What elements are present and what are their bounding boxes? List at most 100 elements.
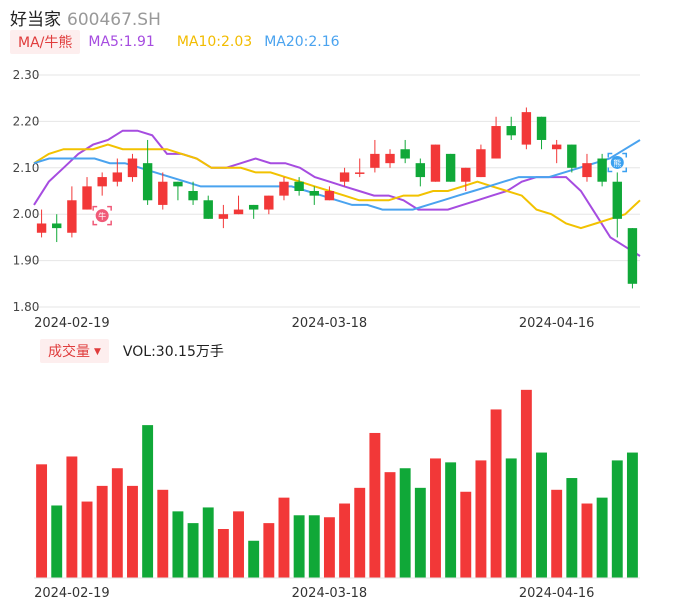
candle-body bbox=[355, 172, 365, 174]
volume-bar bbox=[323, 517, 335, 578]
volume-bar bbox=[142, 425, 154, 578]
ma20-value: MA20:2.16 bbox=[264, 34, 340, 50]
volume-bar bbox=[217, 529, 229, 578]
volume-bar bbox=[202, 507, 214, 578]
candle-body bbox=[127, 158, 138, 178]
stock-name: 好当家 bbox=[10, 10, 61, 30]
x-tick-label: 2024-04-16 bbox=[519, 316, 595, 331]
volume-bar bbox=[445, 462, 457, 578]
volume-bar bbox=[36, 464, 48, 578]
candle-body bbox=[203, 200, 213, 219]
candle-body bbox=[430, 144, 441, 182]
y-tick-label: 1.80 bbox=[13, 300, 40, 314]
candle-body bbox=[536, 116, 547, 140]
volume-bar bbox=[172, 511, 184, 578]
volume-bar bbox=[414, 487, 426, 578]
x-tick-label: 2024-02-19 bbox=[34, 316, 110, 331]
volume-bar bbox=[339, 503, 351, 578]
candle-body bbox=[400, 149, 410, 159]
stock-header: 好当家 600467.SH bbox=[10, 5, 161, 30]
bull-marker-icon bbox=[95, 209, 109, 223]
candle-body bbox=[173, 181, 183, 187]
candle-body bbox=[567, 144, 577, 168]
dropdown-arrow-icon: ▼ bbox=[94, 347, 101, 357]
bear-marker-label: 熊 bbox=[613, 158, 621, 168]
ma5-value: MA5:1.91 bbox=[88, 34, 155, 50]
y-tick-label: 1.90 bbox=[13, 254, 40, 268]
candle-body bbox=[612, 181, 622, 219]
candle-body bbox=[82, 186, 92, 210]
candle-body bbox=[627, 228, 638, 284]
candle-body bbox=[233, 209, 244, 215]
volume-bar bbox=[81, 501, 93, 578]
candle-body bbox=[551, 144, 562, 150]
ma10-line bbox=[33, 143, 641, 230]
candle-body bbox=[264, 195, 274, 210]
volume-bar bbox=[566, 478, 578, 578]
volume-bar bbox=[278, 497, 290, 578]
volume-bar bbox=[263, 523, 275, 578]
volume-indicator-label: 成交量 bbox=[48, 344, 90, 360]
volume-x-tick-label: 2024-02-19 bbox=[34, 586, 110, 601]
y-tick-label: 2.10 bbox=[13, 161, 40, 175]
volume-bar bbox=[536, 452, 547, 578]
volume-bar bbox=[233, 511, 244, 578]
volume-bar bbox=[475, 460, 487, 578]
candle-body bbox=[521, 112, 532, 145]
volume-bar bbox=[520, 389, 532, 578]
bull-marker-label: 牛 bbox=[98, 211, 106, 221]
volume-bar bbox=[384, 472, 396, 578]
volume-bar bbox=[157, 489, 169, 578]
volume-bar bbox=[581, 503, 593, 578]
volume-bar bbox=[111, 468, 123, 578]
candle-body bbox=[52, 223, 62, 229]
volume-x-tick-label: 2024-03-18 bbox=[292, 586, 368, 601]
candle-body bbox=[309, 191, 319, 196]
volume-value: VOL:30.15万手 bbox=[122, 344, 224, 360]
candle-body bbox=[385, 153, 395, 164]
ma10-value: MA10:2.03 bbox=[176, 34, 253, 50]
volume-bar bbox=[611, 460, 623, 578]
y-tick-label: 2.20 bbox=[13, 114, 40, 128]
candle-body bbox=[279, 181, 289, 196]
candle-body bbox=[339, 172, 350, 182]
volume-bar bbox=[369, 432, 381, 578]
stock-code: 600467.SH bbox=[67, 10, 161, 30]
candle-body bbox=[415, 163, 426, 178]
volume-indicator-dropdown[interactable]: 成交量 ▼ bbox=[40, 339, 109, 363]
volume-bar bbox=[248, 540, 260, 578]
volume-bar bbox=[293, 515, 305, 578]
candle-body bbox=[188, 191, 198, 201]
volume-x-tick-label: 2024-04-16 bbox=[519, 586, 595, 601]
volume-bar bbox=[51, 505, 63, 578]
candle-body bbox=[506, 126, 516, 136]
volume-bar bbox=[399, 468, 411, 578]
candle-body bbox=[294, 181, 304, 191]
ma-indicator-tab[interactable]: MA/牛熊 bbox=[10, 30, 81, 54]
candle-body bbox=[597, 158, 607, 182]
ma-legend: MA/牛熊 MA5:1.91 MA10:2.03 MA20:2.16 bbox=[10, 30, 340, 54]
volume-bar bbox=[505, 458, 517, 578]
candle-body bbox=[36, 223, 47, 233]
candle-body bbox=[248, 204, 259, 210]
candle-body bbox=[67, 200, 77, 233]
candle-body bbox=[491, 126, 501, 159]
candle-body bbox=[112, 172, 123, 182]
y-tick-label: 2.30 bbox=[13, 68, 40, 82]
volume-bar bbox=[596, 497, 608, 578]
volume-bar bbox=[354, 487, 366, 578]
candle-body bbox=[97, 177, 107, 187]
volume-bar bbox=[460, 491, 472, 578]
volume-bar bbox=[626, 452, 638, 578]
candle-body bbox=[461, 167, 471, 182]
candle-body bbox=[324, 191, 335, 201]
ma20-line bbox=[33, 139, 641, 211]
bear-marker-icon bbox=[610, 155, 624, 169]
bull-marker-bracket bbox=[92, 205, 112, 226]
volume-bar bbox=[430, 458, 441, 578]
volume-bar bbox=[551, 489, 563, 578]
volume-bar bbox=[66, 456, 78, 578]
volume-bar bbox=[490, 409, 502, 578]
candle-body bbox=[218, 214, 229, 219]
